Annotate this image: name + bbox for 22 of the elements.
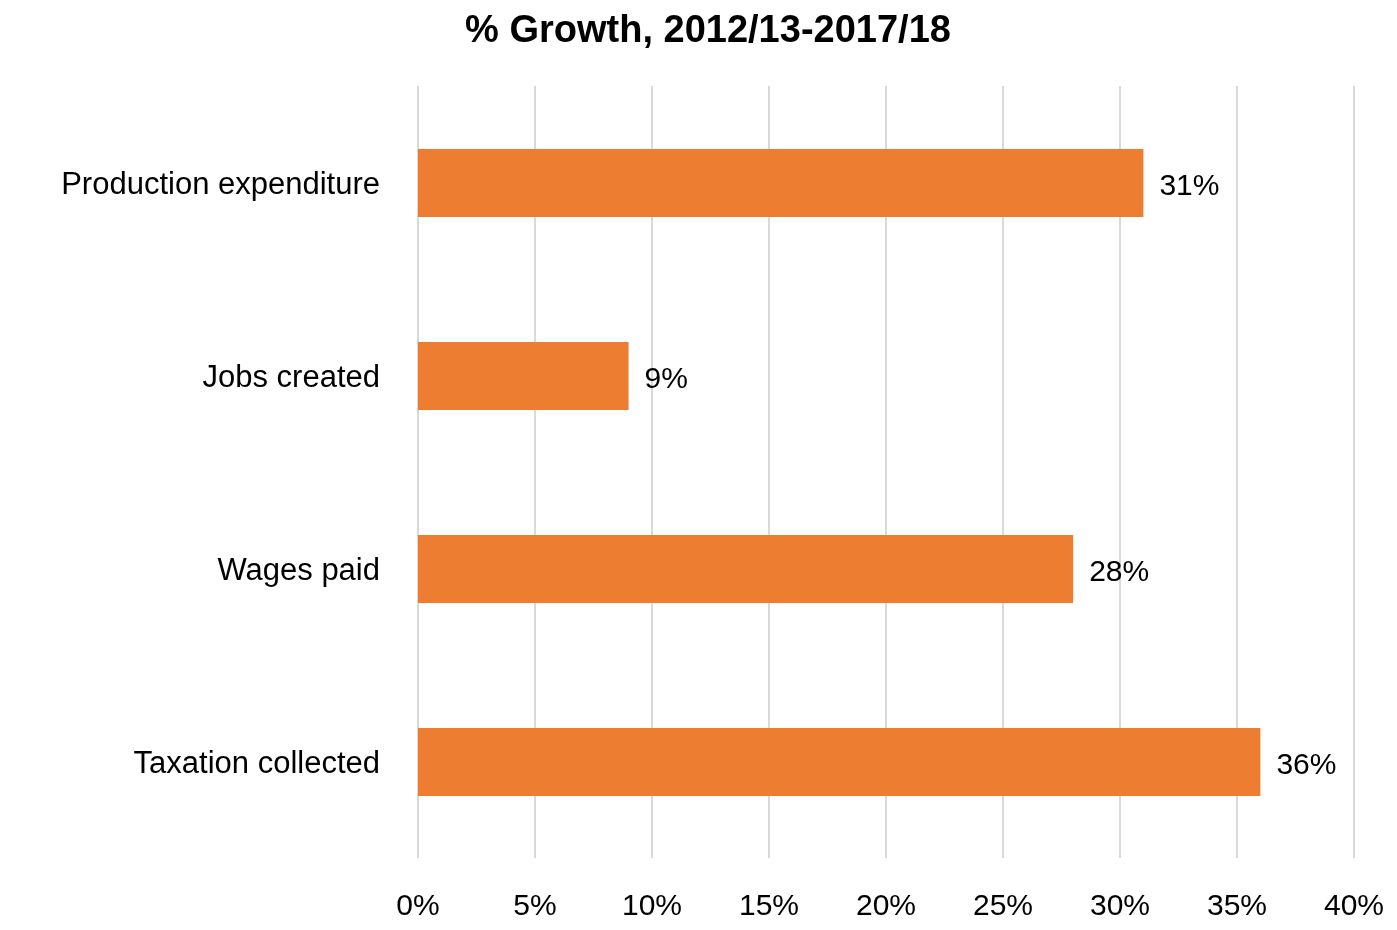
bar xyxy=(418,149,1144,217)
x-tick-label: 35% xyxy=(1206,888,1268,922)
y-tick-label: Wages paid xyxy=(217,551,380,587)
data-label: 36% xyxy=(1276,746,1337,780)
y-tick-label: Taxation collected xyxy=(133,744,380,780)
x-tick-label: 40% xyxy=(1323,888,1385,922)
x-tick-label: 10% xyxy=(621,888,683,922)
data-label: 9% xyxy=(644,360,688,394)
bar xyxy=(418,342,629,410)
bar xyxy=(418,728,1261,796)
x-tick-label: 30% xyxy=(1089,888,1151,922)
x-tick-label: 0% xyxy=(396,888,440,922)
x-tick-label: 15% xyxy=(738,888,800,922)
x-tick-label: 5% xyxy=(513,888,557,922)
x-tick-label: 25% xyxy=(972,888,1034,922)
bar xyxy=(418,535,1074,603)
data-label: 31% xyxy=(1159,167,1220,201)
chart-title: % Growth, 2012/13-2017/18 xyxy=(464,8,952,52)
x-tick-label: 20% xyxy=(855,888,917,922)
data-label: 28% xyxy=(1089,553,1150,587)
y-tick-label: Jobs created xyxy=(202,358,380,394)
y-tick-label: Production expenditure xyxy=(61,165,380,201)
